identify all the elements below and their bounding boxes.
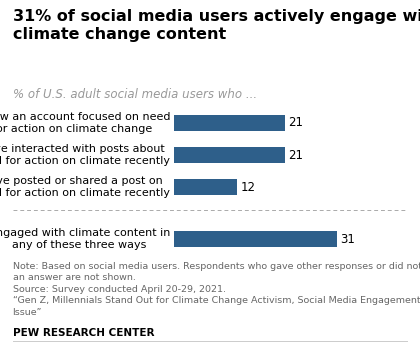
Text: Engaged with climate content in
any of these three ways: Engaged with climate content in any of t… — [0, 228, 170, 250]
Text: Source: Survey conducted April 20-29, 2021.: Source: Survey conducted April 20-29, 20… — [13, 285, 226, 294]
Text: Follow an account focused on need
for action on climate change: Follow an account focused on need for ac… — [0, 112, 170, 134]
Text: 31% of social media users actively engage with
climate change content: 31% of social media users actively engag… — [13, 9, 420, 42]
Bar — [174, 147, 285, 163]
Text: Have interacted with posts about
need for action on climate recently: Have interacted with posts about need fo… — [0, 144, 170, 166]
Text: PEW RESEARCH CENTER: PEW RESEARCH CENTER — [13, 328, 154, 338]
Text: % of U.S. adult social media users who ...: % of U.S. adult social media users who .… — [13, 88, 257, 101]
Text: 31: 31 — [340, 232, 355, 246]
Bar — [174, 179, 237, 195]
Text: 21: 21 — [288, 117, 303, 129]
Text: Issue”: Issue” — [13, 308, 42, 317]
Text: 12: 12 — [240, 180, 255, 194]
Text: 21: 21 — [288, 149, 303, 161]
Text: Note: Based on social media users. Respondents who gave other responses or did n: Note: Based on social media users. Respo… — [13, 262, 420, 271]
Text: Have posted or shared a post on
need for action on climate recently: Have posted or shared a post on need for… — [0, 176, 170, 198]
Bar — [174, 231, 337, 247]
Text: “Gen Z, Millennials Stand Out for Climate Change Activism, Social Media Engageme: “Gen Z, Millennials Stand Out for Climat… — [13, 296, 420, 305]
Text: an answer are not shown.: an answer are not shown. — [13, 273, 136, 282]
Bar — [174, 115, 285, 131]
